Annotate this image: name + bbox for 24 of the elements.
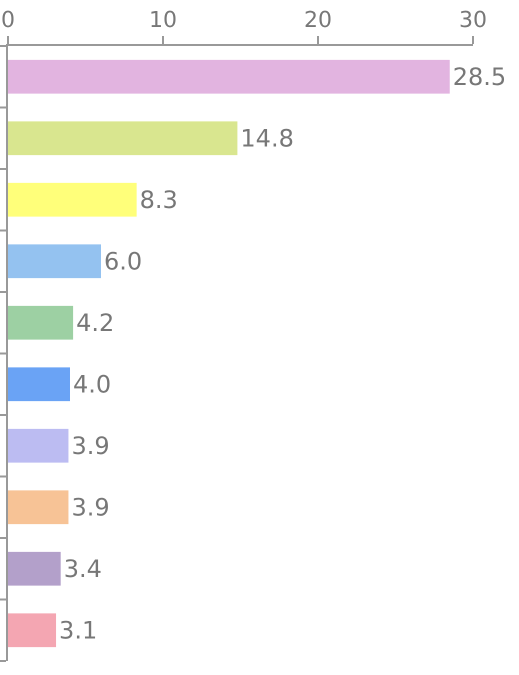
bar [8,552,61,586]
bar [8,306,74,340]
data-label: 6.0 [104,247,142,276]
x-tick-label: 10 [149,8,177,34]
bar [8,428,68,463]
data-label: 3.1 [59,616,98,644]
data-label: 14.8 [240,124,294,152]
bar [8,60,450,94]
bar [8,182,137,217]
bar [8,367,70,402]
x-tick-label: 20 [304,8,332,34]
x-tick-label: 0 [1,8,15,34]
data-label: 8.3 [140,186,178,214]
data-label: 4.0 [73,370,112,398]
data-label: 4.2 [76,308,114,337]
data-label: 3.4 [64,554,102,583]
data-label: 28.5 [452,62,506,91]
data-label: 3.9 [71,432,110,460]
x-tick-label: 30 [459,8,487,34]
data-label: 3.9 [71,493,110,522]
bar [8,121,238,156]
bar [8,490,68,524]
bar [8,244,101,278]
bar [8,613,56,648]
